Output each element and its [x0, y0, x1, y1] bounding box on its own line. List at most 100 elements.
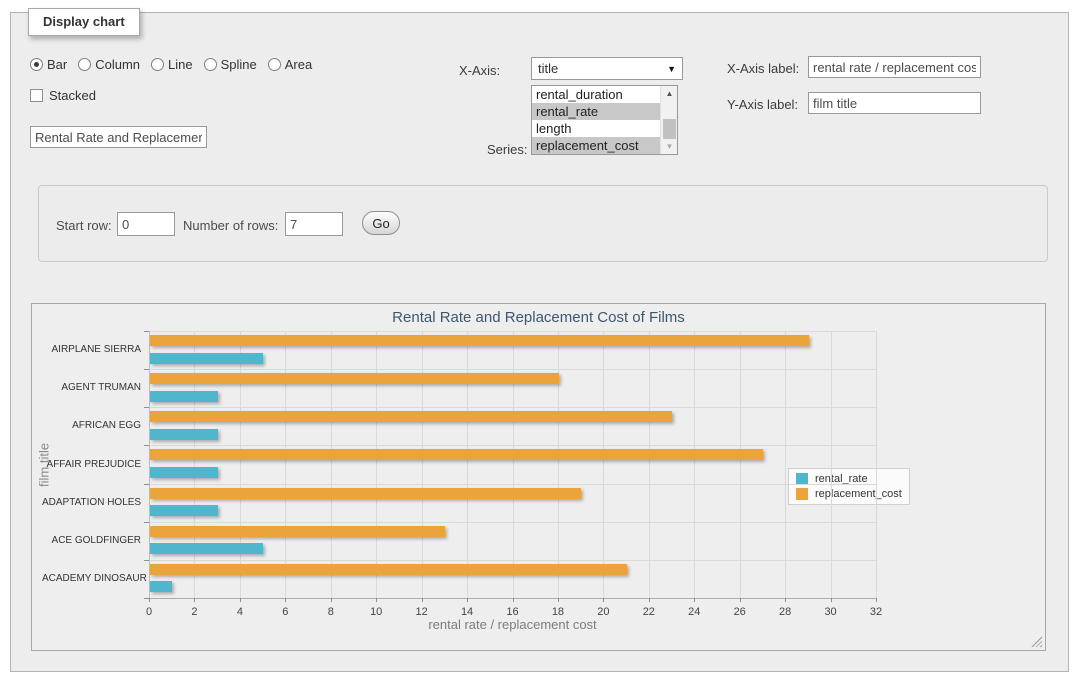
gridline — [149, 559, 876, 561]
x-tick-label: 0 — [145, 606, 153, 618]
gridline — [149, 445, 876, 447]
category-label: AIRPLANE SIERRA — [51, 344, 141, 356]
legend-item-replacement_cost[interactable]: replacement_cost — [796, 488, 902, 500]
x-axis-tick — [603, 598, 605, 602]
bar-rental_rate[interactable] — [150, 505, 218, 517]
x-tick-label: 24 — [688, 606, 701, 618]
gridline — [239, 331, 241, 598]
series-option-rental_rate[interactable]: rental_rate — [532, 103, 660, 120]
y-axis-tick — [144, 445, 149, 447]
chart-type-radio-area[interactable]: Area — [267, 57, 312, 72]
series-option-replacement_cost[interactable]: replacement_cost — [532, 137, 660, 154]
legend-swatch-icon — [796, 488, 808, 500]
dropdown-arrow-icon: ▼ — [667, 63, 676, 74]
category-label: AFRICAN EGG — [72, 420, 141, 432]
gridline — [512, 331, 514, 598]
gridline — [694, 331, 696, 598]
gridline — [648, 331, 650, 598]
stacked-checkbox-row[interactable]: Stacked — [30, 88, 96, 103]
bar-replacement_cost[interactable] — [150, 449, 764, 461]
y-axis-label-input[interactable] — [808, 92, 981, 114]
stacked-label: Stacked — [49, 88, 96, 103]
series-option-length[interactable]: length — [536, 121, 572, 136]
legend-label: rental_rate — [815, 473, 868, 485]
y-axis-label-label: Y-Axis label: — [727, 97, 799, 112]
x-axis-tick — [830, 598, 832, 602]
x-axis-title: rental rate / replacement cost — [428, 617, 597, 632]
bar-rental_rate[interactable] — [150, 543, 264, 555]
x-axis-label-input[interactable] — [808, 56, 981, 78]
x-axis-tick — [194, 598, 196, 602]
bar-rental_rate[interactable] — [150, 466, 218, 478]
resize-grip-icon[interactable] — [1031, 636, 1042, 647]
bar-rental_rate[interactable] — [150, 390, 218, 402]
bar-rental_rate[interactable] — [150, 428, 218, 440]
chart-type-radio-bar[interactable]: Bar — [30, 57, 67, 72]
bar-replacement_cost[interactable] — [150, 525, 446, 537]
chart-title: Rental Rate and Replacement Cost of Film… — [392, 309, 685, 326]
bar-rental_rate[interactable] — [150, 352, 264, 364]
gridline — [421, 331, 423, 598]
gridline — [876, 331, 877, 598]
y-axis-tick — [144, 521, 149, 523]
x-axis-select-label: X-Axis: — [459, 63, 501, 78]
x-axis-tick — [876, 598, 877, 602]
series-scrollbar[interactable]: ▲ ▼ — [660, 86, 677, 154]
scrollbar-thumb[interactable] — [663, 119, 676, 139]
y-axis-tick — [144, 598, 149, 599]
series-option-rental_duration[interactable]: rental_duration — [536, 87, 623, 102]
gridline — [557, 331, 559, 598]
category-label: ACE GOLDFINGER — [51, 534, 141, 546]
row-range-panel — [38, 185, 1048, 262]
bar-replacement_cost[interactable] — [150, 487, 582, 499]
x-tick-label: 20 — [597, 606, 610, 618]
scroll-down-icon[interactable]: ▼ — [665, 142, 674, 151]
x-tick-label: 2 — [191, 606, 198, 618]
bar-replacement_cost[interactable] — [150, 335, 809, 346]
gridline — [149, 331, 876, 332]
legend-item-rental_rate[interactable]: rental_rate — [796, 473, 902, 485]
chart-type-radio-column[interactable]: Column — [78, 57, 140, 72]
radio-icon[interactable] — [78, 58, 92, 71]
series-options: rental_duration rental_rate length replacem… — [532, 86, 660, 154]
gridline — [467, 331, 469, 598]
gridline — [376, 331, 378, 598]
chart-type-radio-line[interactable]: Line — [151, 57, 193, 72]
scroll-up-icon[interactable]: ▲ — [665, 89, 674, 98]
category-label: AGENT TRUMAN — [61, 382, 141, 394]
start-row-input[interactable] — [117, 212, 175, 236]
y-axis-tick — [144, 559, 149, 561]
x-axis-tick — [239, 598, 241, 602]
chart-type-label: Line — [168, 57, 193, 72]
go-button[interactable]: Go — [362, 211, 400, 235]
x-axis-tick — [149, 598, 150, 602]
x-axis-select[interactable]: title ▼ — [531, 57, 683, 80]
chart-title-input[interactable] — [30, 126, 207, 148]
x-axis-tick — [421, 598, 423, 602]
x-tick-label: 32 — [869, 606, 883, 618]
x-axis-tick — [648, 598, 650, 602]
radio-icon[interactable] — [151, 58, 165, 71]
bar-replacement_cost[interactable] — [150, 373, 559, 385]
x-tick-label: 18 — [551, 606, 565, 618]
radio-icon[interactable] — [267, 58, 281, 71]
legend-swatch-icon — [796, 473, 808, 485]
x-axis-tick — [739, 598, 741, 602]
radio-icon[interactable] — [203, 58, 217, 71]
series-listbox[interactable]: rental_duration rental_rate length replacem… — [531, 85, 678, 155]
x-axis-select-value: title — [538, 61, 559, 76]
chart-type-radio-group: Bar Column Line Spline Area — [30, 57, 312, 72]
chart-type-radio-spline[interactable]: Spline — [203, 57, 257, 72]
x-tick-label: 16 — [506, 606, 519, 618]
bar-replacement_cost[interactable] — [150, 563, 627, 575]
x-axis-tick — [376, 598, 378, 602]
x-tick-label: 26 — [733, 606, 746, 618]
bar-rental_rate[interactable] — [150, 581, 173, 593]
bar-replacement_cost[interactable] — [150, 411, 673, 423]
radio-icon[interactable] — [30, 58, 43, 71]
stacked-checkbox[interactable] — [30, 89, 43, 102]
num-rows-input[interactable] — [285, 212, 343, 236]
x-axis-tick — [557, 598, 559, 602]
y-axis-tick — [144, 369, 149, 371]
